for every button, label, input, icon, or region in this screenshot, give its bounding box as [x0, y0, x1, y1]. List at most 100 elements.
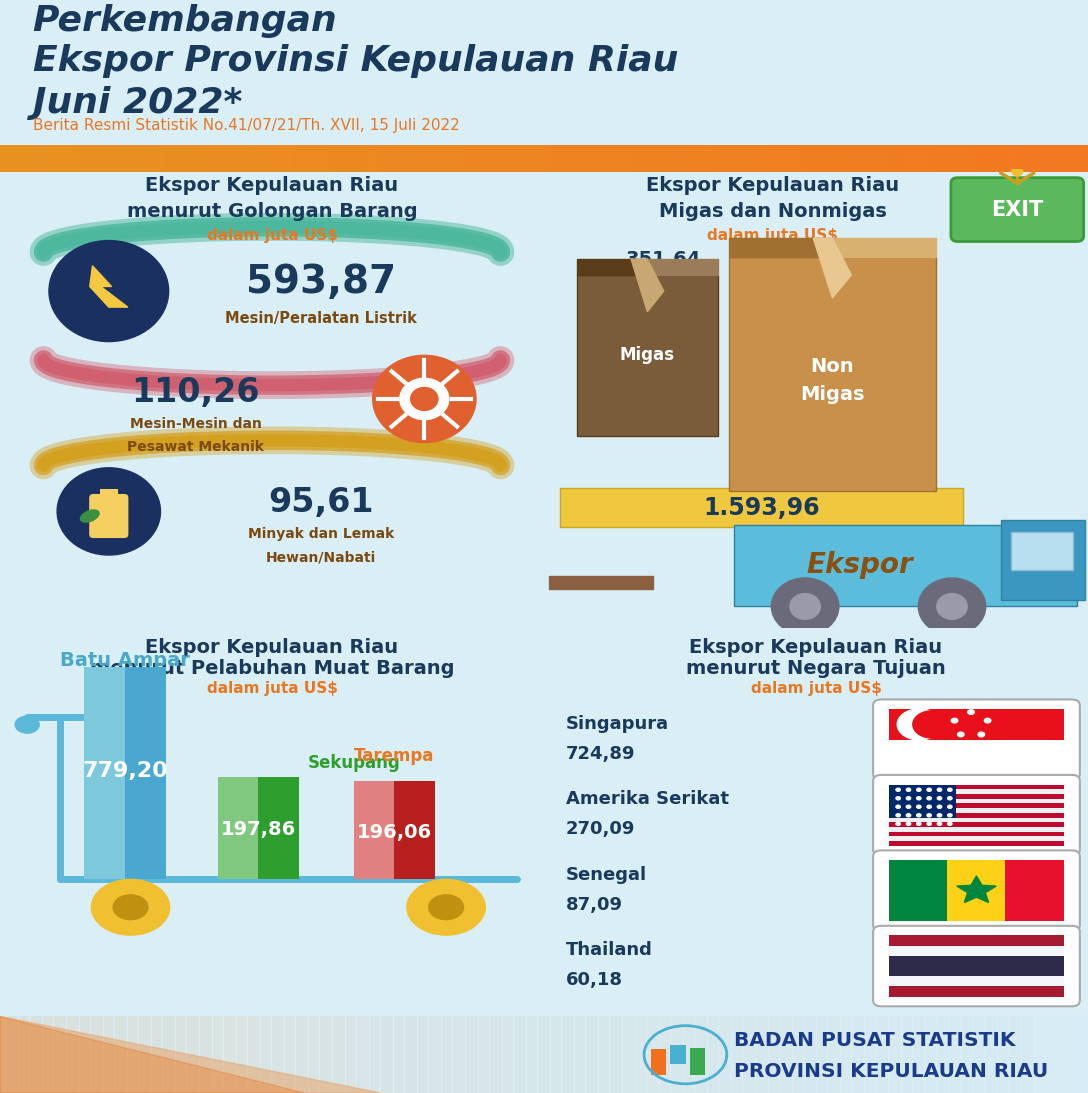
FancyBboxPatch shape — [951, 178, 1084, 242]
Bar — [890, 836, 1064, 841]
Bar — [948, 860, 1005, 921]
Bar — [890, 976, 1064, 986]
Circle shape — [938, 814, 942, 816]
Text: Batu Ampar: Batu Ampar — [60, 651, 190, 670]
Text: 196,06: 196,06 — [357, 823, 432, 843]
FancyBboxPatch shape — [873, 700, 1080, 780]
Circle shape — [968, 709, 975, 715]
Text: Minyak dan Lemak: Minyak dan Lemak — [248, 527, 394, 541]
Bar — [890, 986, 1064, 997]
Circle shape — [927, 822, 931, 825]
Text: Mesin/Peralatan Listrik: Mesin/Peralatan Listrik — [225, 312, 417, 326]
Circle shape — [916, 814, 922, 816]
Text: Perkembangan: Perkembangan — [33, 4, 337, 38]
Bar — [890, 709, 1064, 740]
Circle shape — [948, 788, 952, 791]
Circle shape — [58, 468, 161, 555]
Circle shape — [906, 814, 911, 816]
Bar — [890, 813, 1064, 818]
Text: BADAN PUSAT STATISTIK: BADAN PUSAT STATISTIK — [734, 1032, 1016, 1050]
Text: Ekspor Kepulauan Riau: Ekspor Kepulauan Riau — [690, 637, 942, 657]
Text: 351,64: 351,64 — [626, 250, 702, 270]
Text: 87,09: 87,09 — [566, 895, 622, 914]
Circle shape — [91, 880, 170, 936]
Polygon shape — [647, 259, 718, 275]
Circle shape — [906, 822, 911, 825]
Circle shape — [957, 732, 964, 737]
Circle shape — [895, 797, 901, 800]
Bar — [577, 275, 718, 436]
Circle shape — [895, 822, 901, 825]
Text: Migas: Migas — [620, 346, 675, 364]
Circle shape — [938, 806, 942, 809]
Circle shape — [927, 797, 931, 800]
Text: Ekspor Kepulauan Riau: Ekspor Kepulauan Riau — [646, 176, 899, 196]
Circle shape — [948, 797, 952, 800]
Ellipse shape — [79, 509, 100, 522]
Text: EXIT: EXIT — [991, 200, 1043, 220]
Bar — [734, 526, 1077, 606]
Text: Ekspor Kepulauan Riau: Ekspor Kepulauan Riau — [146, 176, 398, 196]
Circle shape — [948, 822, 952, 825]
Text: 1.242,32: 1.242,32 — [764, 238, 901, 267]
Bar — [890, 789, 1064, 794]
Circle shape — [906, 806, 911, 809]
Circle shape — [790, 593, 820, 620]
Text: 724,89: 724,89 — [566, 744, 635, 763]
Circle shape — [49, 240, 169, 341]
Bar — [651, 1049, 666, 1074]
Circle shape — [918, 578, 986, 635]
Bar — [890, 799, 1064, 803]
Polygon shape — [549, 576, 653, 589]
Circle shape — [895, 806, 901, 809]
Bar — [890, 794, 1064, 799]
Bar — [890, 803, 1064, 808]
Bar — [890, 785, 1064, 789]
Circle shape — [927, 814, 931, 816]
Bar — [890, 945, 1064, 956]
Bar — [890, 860, 948, 921]
Text: Amerika Serikat: Amerika Serikat — [566, 790, 729, 809]
Text: dalam juta US$: dalam juta US$ — [707, 228, 838, 243]
Bar — [890, 818, 1064, 822]
Circle shape — [938, 822, 942, 825]
Polygon shape — [631, 259, 664, 312]
Text: Ekspor Provinsi Kepulauan Riau: Ekspor Provinsi Kepulauan Riau — [33, 44, 678, 79]
Bar — [1011, 532, 1074, 569]
Polygon shape — [577, 259, 647, 275]
Bar — [218, 777, 259, 880]
Bar — [690, 1048, 705, 1076]
Text: dalam juta US$: dalam juta US$ — [751, 681, 881, 696]
Bar — [890, 841, 1064, 846]
Bar — [890, 827, 1064, 832]
Circle shape — [927, 788, 931, 791]
Circle shape — [916, 788, 922, 791]
Text: Migas dan Nonmigas: Migas dan Nonmigas — [658, 201, 887, 221]
Text: Sekupang: Sekupang — [308, 754, 400, 773]
Bar — [890, 956, 1064, 976]
Circle shape — [400, 378, 449, 420]
Circle shape — [938, 797, 942, 800]
Circle shape — [948, 806, 952, 809]
Text: 60,18: 60,18 — [566, 971, 622, 989]
Circle shape — [372, 355, 477, 443]
Text: Non: Non — [811, 357, 854, 376]
Circle shape — [1012, 166, 1023, 176]
Circle shape — [906, 788, 911, 791]
Polygon shape — [89, 266, 128, 307]
Circle shape — [906, 797, 911, 800]
Text: Mesin-Mesin dan: Mesin-Mesin dan — [129, 418, 262, 432]
Circle shape — [916, 806, 922, 809]
FancyBboxPatch shape — [873, 926, 1080, 1007]
Bar — [1005, 860, 1063, 921]
Bar — [890, 832, 1064, 836]
Circle shape — [927, 806, 931, 809]
Circle shape — [407, 880, 485, 936]
Text: dalam juta US$: dalam juta US$ — [207, 228, 337, 243]
Bar — [890, 936, 1064, 945]
Text: menurut Golongan Barang: menurut Golongan Barang — [126, 201, 418, 221]
Polygon shape — [813, 238, 852, 298]
Bar — [729, 257, 936, 491]
Text: Berita Resmi Statistik No.41/07/21/Th. XVII, 15 Juli 2022: Berita Resmi Statistik No.41/07/21/Th. X… — [33, 118, 459, 133]
Text: 110,26: 110,26 — [132, 376, 260, 409]
